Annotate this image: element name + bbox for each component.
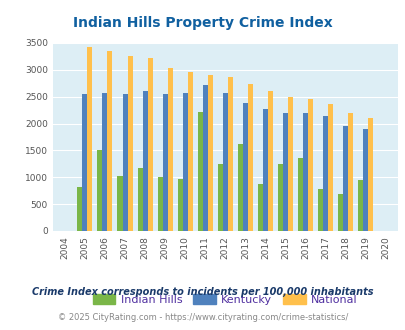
Bar xyxy=(127,56,132,231)
Bar xyxy=(177,180,182,231)
Bar xyxy=(262,109,267,231)
Bar xyxy=(357,181,362,231)
Bar xyxy=(137,168,142,231)
Bar xyxy=(87,47,92,231)
Bar xyxy=(277,164,282,231)
Bar xyxy=(187,73,192,231)
Bar xyxy=(302,113,307,231)
Bar xyxy=(337,194,342,231)
Legend: Indian Hills, Kentucky, National: Indian Hills, Kentucky, National xyxy=(88,289,361,309)
Bar xyxy=(202,85,207,231)
Bar xyxy=(342,126,347,231)
Bar xyxy=(157,177,162,231)
Bar xyxy=(237,144,242,231)
Bar xyxy=(162,94,167,231)
Bar xyxy=(297,158,302,231)
Bar xyxy=(362,129,367,231)
Bar xyxy=(147,58,152,231)
Bar xyxy=(182,93,187,231)
Bar xyxy=(207,75,212,231)
Bar xyxy=(242,103,247,231)
Bar xyxy=(227,77,232,231)
Bar xyxy=(197,112,202,231)
Bar xyxy=(102,93,107,231)
Bar xyxy=(82,94,87,231)
Bar xyxy=(282,113,287,231)
Bar xyxy=(97,150,102,231)
Bar xyxy=(142,91,147,231)
Bar xyxy=(117,176,122,231)
Bar xyxy=(367,117,372,231)
Bar xyxy=(267,91,272,231)
Text: Crime Index corresponds to incidents per 100,000 inhabitants: Crime Index corresponds to incidents per… xyxy=(32,287,373,297)
Text: © 2025 CityRating.com - https://www.cityrating.com/crime-statistics/: © 2025 CityRating.com - https://www.city… xyxy=(58,313,347,322)
Bar xyxy=(347,113,352,231)
Bar xyxy=(327,104,333,231)
Text: Indian Hills Property Crime Index: Indian Hills Property Crime Index xyxy=(73,16,332,30)
Bar xyxy=(257,184,262,231)
Bar xyxy=(287,97,292,231)
Bar xyxy=(122,94,127,231)
Bar xyxy=(107,51,112,231)
Bar xyxy=(307,99,312,231)
Bar xyxy=(322,116,327,231)
Bar xyxy=(77,187,82,231)
Bar xyxy=(167,68,172,231)
Bar xyxy=(222,93,227,231)
Bar xyxy=(217,164,222,231)
Bar xyxy=(318,189,322,231)
Bar xyxy=(247,84,252,231)
